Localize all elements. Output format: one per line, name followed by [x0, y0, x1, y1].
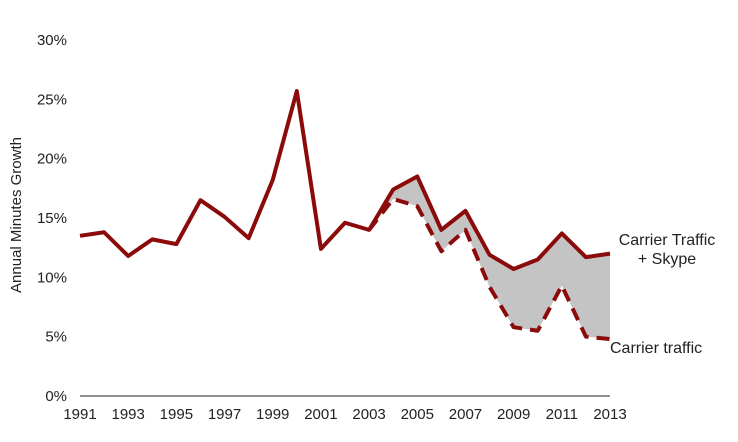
carrier-skype-line: [79, 89, 611, 272]
series-label-combined-line1: Carrier Traffic: [619, 232, 716, 249]
x-tick-label: 2011: [546, 406, 578, 423]
x-tick-label: 2013: [593, 406, 626, 423]
y-tick-label: 30%: [37, 32, 67, 49]
x-tick-label: 1999: [256, 406, 289, 423]
series-label-combined: Carrier Traffic + Skype: [619, 232, 716, 268]
x-tick-label: 1997: [208, 406, 241, 423]
y-tick-labels: 0% 5% 10% 15% 20% 25% 30%: [37, 32, 67, 405]
difference-area: [369, 176, 610, 340]
series-label-combined-line2: + Skype: [638, 251, 696, 268]
x-tick-label: 2003: [352, 406, 385, 423]
y-tick-label: 5%: [45, 329, 67, 346]
y-axis-label: Annual Minutes Growth: [8, 137, 25, 293]
x-tick-label: 2007: [449, 406, 482, 423]
x-tick-label: 2009: [497, 406, 530, 423]
x-tick-label: 1995: [160, 406, 193, 423]
series-group: [79, 89, 611, 342]
y-tick-label: 20%: [37, 151, 67, 168]
difference-fill: [369, 176, 610, 340]
x-tick-label: 2001: [304, 406, 337, 423]
y-tick-label: 25%: [37, 91, 67, 108]
x-tick-label: 1991: [63, 406, 96, 423]
y-tick-label: 0%: [45, 388, 67, 405]
y-tick-label: 10%: [37, 269, 67, 286]
x-tick-label: 1993: [111, 406, 144, 423]
x-tick-labels: 1991 1993 1995 1997 1999 2001 2003 2005 2007 2009…: [63, 406, 626, 423]
series-label-carrier: Carrier traffic: [610, 340, 702, 357]
y-tick-label: 15%: [37, 210, 67, 227]
x-tick-label: 2005: [401, 406, 434, 423]
